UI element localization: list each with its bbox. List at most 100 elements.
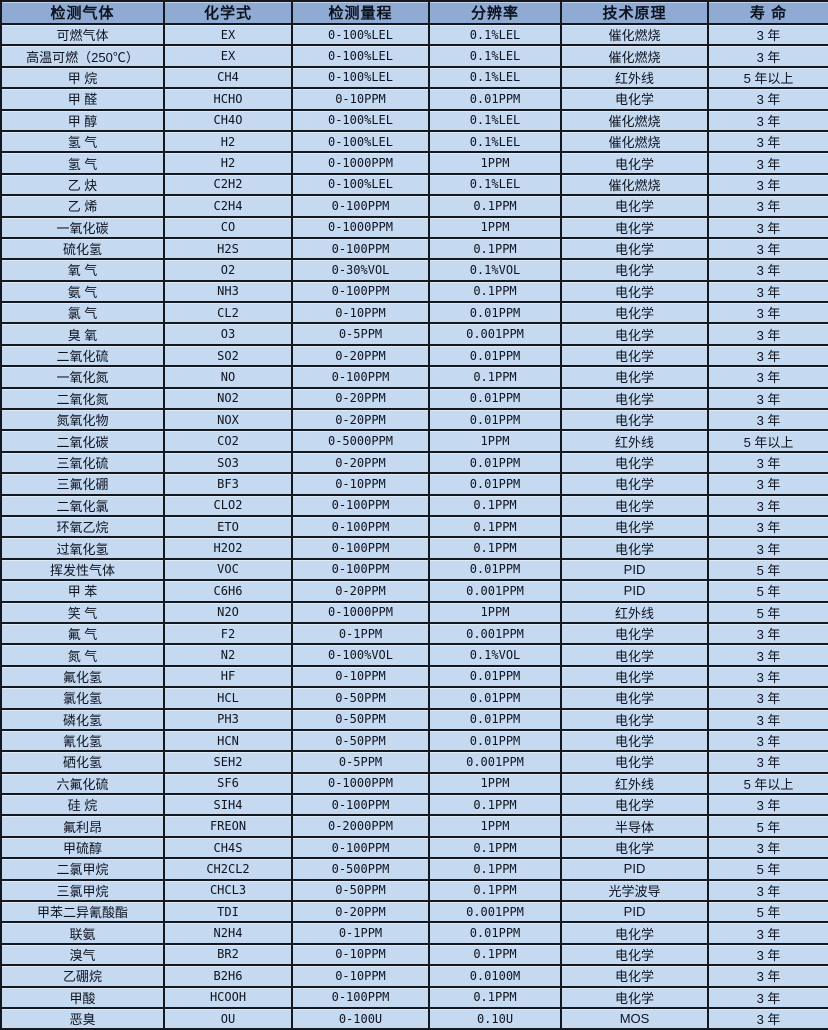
cell-tech-principle: 光学波导 — [560, 878, 709, 903]
cell-chemical-formula: FREON — [163, 814, 293, 838]
cell-lifespan: 5 年 — [707, 857, 828, 881]
cell-resolution: 1PPM — [428, 600, 562, 624]
cell-chemical-formula: HCN — [163, 728, 293, 753]
table-row: 甲 醇 CH4O 0-100%LEL 0.1%LEL 催化燃烧 3 年 — [0, 108, 828, 132]
cell-gas-name: 二氧化碳 — [0, 429, 165, 453]
cell-resolution: 0.01PPM — [428, 343, 562, 368]
cell-detection-range: 0-10PPM — [291, 301, 430, 325]
cell-lifespan: 5 年以上 — [707, 771, 828, 796]
cell-tech-principle: PID — [560, 579, 709, 603]
table-row: 甲 烷 CH4 0-100%LEL 0.1%LEL 红外线 5 年以上 — [0, 65, 828, 90]
table-row: 三氯甲烷 CHCL3 0-50PPM 0.1PPM 光学波导 3 年 — [0, 878, 828, 903]
table-row: 溴气 BR2 0-10PPM 0.1PPM 电化学 3 年 — [0, 942, 828, 967]
cell-gas-name: 三氯甲烷 — [0, 878, 165, 903]
cell-detection-range: 0-100%LEL — [291, 108, 430, 132]
cell-detection-range: 0-50PPM — [291, 728, 430, 753]
cell-detection-range: 0-1000PPM — [291, 771, 430, 796]
cell-chemical-formula: ETO — [163, 514, 293, 539]
cell-lifespan: 3 年 — [707, 236, 828, 261]
cell-resolution: 0.001PPM — [428, 899, 562, 924]
table-row: 硅 烷 SIH4 0-100PPM 0.1PPM 电化学 3 年 — [0, 793, 828, 817]
cell-chemical-formula: HCHO — [163, 87, 293, 111]
cell-gas-name: 过氧化氢 — [0, 536, 165, 560]
cell-lifespan: 3 年 — [707, 536, 828, 560]
cell-resolution: 0.01PPM — [428, 472, 562, 496]
cell-lifespan: 3 年 — [707, 750, 828, 774]
cell-tech-principle: 催化燃烧 — [560, 129, 709, 154]
cell-detection-range: 0-50PPM — [291, 878, 430, 903]
table-row: 氯化氢 HCL 0-50PPM 0.01PPM 电化学 3 年 — [0, 686, 828, 710]
cell-detection-range: 0-100%LEL — [291, 172, 430, 197]
cell-detection-range: 0-5PPM — [291, 750, 430, 774]
cell-chemical-formula: F2 — [163, 621, 293, 646]
cell-tech-principle: 催化燃烧 — [560, 172, 709, 197]
cell-tech-principle: PID — [560, 857, 709, 881]
column-header-formula: 化学式 — [163, 0, 293, 25]
cell-gas-name: 恶臭 — [0, 1006, 165, 1030]
column-header-principle: 技术原理 — [560, 0, 709, 25]
cell-detection-range: 0-100PPM — [291, 835, 430, 860]
cell-resolution: 0.01PPM — [428, 921, 562, 945]
cell-detection-range: 0-100PPM — [291, 985, 430, 1009]
cell-gas-name: 乙 烯 — [0, 194, 165, 218]
cell-chemical-formula: VOC — [163, 557, 293, 582]
cell-tech-principle: 电化学 — [560, 450, 709, 475]
cell-gas-name: 氢 气 — [0, 151, 165, 175]
table-row: 环氧乙烷 ETO 0-100PPM 0.1PPM 电化学 3 年 — [0, 514, 828, 539]
cell-gas-name: 磷化氢 — [0, 707, 165, 731]
cell-detection-range: 0-10PPM — [291, 664, 430, 689]
cell-lifespan: 5 年 — [707, 814, 828, 838]
cell-detection-range: 0-10PPM — [291, 942, 430, 967]
cell-detection-range: 0-20PPM — [291, 579, 430, 603]
cell-resolution: 0.1%LEL — [428, 65, 562, 90]
cell-detection-range: 0-50PPM — [291, 686, 430, 710]
table-row: 恶臭 OU 0-100U 0.10U MOS 3 年 — [0, 1006, 828, 1030]
cell-gas-name: 挥发性气体 — [0, 557, 165, 582]
cell-chemical-formula: NO — [163, 365, 293, 389]
cell-gas-name: 硒化氢 — [0, 750, 165, 774]
cell-chemical-formula: HCL — [163, 686, 293, 710]
table-row: 高温可燃（250℃） EX 0-100%LEL 0.1%LEL 催化燃烧 3 年 — [0, 44, 828, 68]
cell-detection-range: 0-20PPM — [291, 386, 430, 411]
cell-tech-principle: 电化学 — [560, 707, 709, 731]
cell-chemical-formula: SIH4 — [163, 793, 293, 817]
cell-gas-name: 高温可燃（250℃） — [0, 44, 165, 68]
cell-gas-name: 氟化氢 — [0, 664, 165, 689]
cell-tech-principle: 红外线 — [560, 600, 709, 624]
table-row: 甲 醛 HCHO 0-10PPM 0.01PPM 电化学 3 年 — [0, 87, 828, 111]
cell-resolution: 1PPM — [428, 215, 562, 239]
cell-gas-name: 甲 烷 — [0, 65, 165, 90]
cell-resolution: 0.1%VOL — [428, 643, 562, 667]
cell-detection-range: 0-20PPM — [291, 899, 430, 924]
cell-gas-name: 氟利昂 — [0, 814, 165, 838]
cell-chemical-formula: NO2 — [163, 386, 293, 411]
cell-chemical-formula: N2O — [163, 600, 293, 624]
cell-lifespan: 3 年 — [707, 707, 828, 731]
cell-gas-name: 氮氧化物 — [0, 408, 165, 432]
cell-lifespan: 3 年 — [707, 301, 828, 325]
cell-lifespan: 3 年 — [707, 493, 828, 518]
cell-resolution: 0.10U — [428, 1006, 562, 1030]
cell-gas-name: 一氧化碳 — [0, 215, 165, 239]
cell-resolution: 0.01PPM — [428, 707, 562, 731]
cell-chemical-formula: BR2 — [163, 942, 293, 967]
cell-gas-name: 乙 炔 — [0, 172, 165, 197]
table-row: 一氧化氮 NO 0-100PPM 0.1PPM 电化学 3 年 — [0, 365, 828, 389]
cell-resolution: 0.1%LEL — [428, 172, 562, 197]
cell-tech-principle: 催化燃烧 — [560, 22, 709, 47]
cell-lifespan: 3 年 — [707, 215, 828, 239]
cell-lifespan: 3 年 — [707, 878, 828, 903]
cell-chemical-formula: O2 — [163, 258, 293, 282]
cell-resolution: 0.1%LEL — [428, 22, 562, 47]
cell-lifespan: 3 年 — [707, 835, 828, 860]
cell-detection-range: 0-2000PPM — [291, 814, 430, 838]
cell-tech-principle: 电化学 — [560, 728, 709, 753]
cell-resolution: 0.1PPM — [428, 942, 562, 967]
table-row: 臭 氧 O3 0-5PPM 0.001PPM 电化学 3 年 — [0, 322, 828, 346]
table-row: 氟 气 F2 0-1PPM 0.001PPM 电化学 3 年 — [0, 621, 828, 646]
table-row: 甲苯二异氰酸酯 TDI 0-20PPM 0.001PPM PID 5 年 — [0, 899, 828, 924]
table-row: 氢 气 H2 0-1000PPM 1PPM 电化学 3 年 — [0, 151, 828, 175]
cell-tech-principle: 电化学 — [560, 408, 709, 432]
cell-lifespan: 3 年 — [707, 172, 828, 197]
cell-gas-name: 溴气 — [0, 942, 165, 967]
